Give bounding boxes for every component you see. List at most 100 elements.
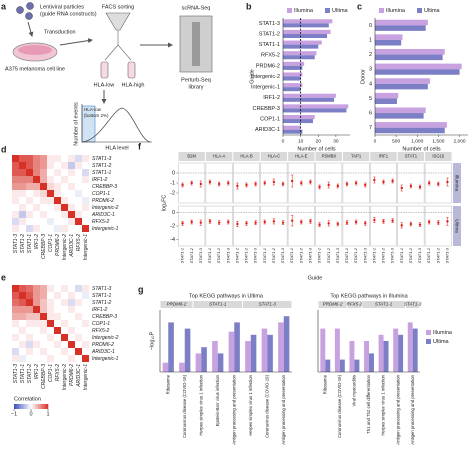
heatmap-cell [12,211,19,218]
y-tick-label: Intergenic-2 [251,74,280,80]
point [290,179,294,183]
heatmap-cell [75,285,82,292]
colorbar-step [25,404,28,409]
heatmap-cell [47,155,54,162]
heatmap-cell [68,169,75,176]
heatmap-cell [82,348,89,355]
heatmap-cell [61,299,68,306]
facet-strip [160,301,193,308]
tube [127,61,136,79]
heatmap-cell [26,197,33,204]
bar [364,341,369,372]
heatmap-cell [75,348,82,355]
point [327,183,330,187]
row-label: PRDM6-2 [92,198,114,204]
diagram-label: HLA-high [122,82,145,88]
bar [407,322,413,372]
colorbar-step [39,404,42,409]
gene-label: HLA-E [295,154,308,159]
heatmap-cell [68,313,75,320]
heatmap-cell [26,155,33,162]
legend-label: Ultima [332,8,349,14]
heatmap-cell [75,313,82,320]
heatmap-cell [54,348,61,355]
heatmap-cell [54,299,61,306]
y-tick-label: -1 [170,180,175,186]
bar [375,98,397,104]
colorbar-step [31,404,33,409]
bar [283,29,331,34]
point [208,180,212,184]
heatmap-cell [54,169,61,176]
category-label: Antigen processing and presentation [231,374,236,444]
bar [179,362,185,372]
axes [159,310,292,373]
gene-label: HLA-B [240,154,253,159]
bar [195,353,202,372]
point [409,222,413,226]
heatmap-cell [68,320,75,327]
heatmap-cell [61,292,68,299]
row-label: ARID3C-1 [91,212,115,218]
x-tick-label: STAT1-2 [298,247,303,263]
point [272,220,276,223]
heatmap-cell [68,162,75,169]
category-label: Coronavirus disease (COVID-19) [182,374,187,438]
category-label: Ribosome [165,374,170,394]
x-tick-label: STAT1-1 [426,248,431,263]
panel-label: d [1,144,7,154]
diagram-label: library [189,84,204,90]
heatmap-cell [19,190,26,197]
heatmap-cell [61,155,68,162]
legend-swatch [287,8,292,13]
point [327,222,330,225]
heatmap-cell [68,299,75,306]
heatmap-cell [33,306,40,313]
heatmap-cell [19,162,26,169]
heatmap-cell [26,299,33,306]
panel-label: e [1,272,6,282]
point [427,181,431,185]
x-tick-label: STAT1-3 [280,247,285,263]
x-tick-label: STAT1-1 [344,248,349,263]
heatmap-cell [82,285,89,292]
diagram-label: HLA-low [94,82,115,88]
heatmap-cell [68,292,75,299]
x-tick-label: 30 [333,138,339,144]
y-tick-label: STAT1-3 [259,21,280,27]
facet-label: STAT1-1 [209,302,227,307]
heatmap-cell [61,313,68,320]
colorbar-step [37,404,40,409]
heatmap-cell [47,313,54,320]
point [418,223,422,226]
heatmap-cell [75,190,82,197]
heatmap-cell [47,299,54,306]
heatmap-cell [54,306,61,313]
strip [342,152,370,161]
heatmap-cell [12,285,19,292]
column-label: STAT1-3 [13,364,19,383]
category-label: Coronavirus disease (COVID-19) [337,374,342,438]
heatmap-cell [12,355,19,362]
row-label: RFX5-2 [92,219,109,225]
heatmap-cell [12,299,19,306]
point [227,220,230,224]
bar [375,69,460,75]
heatmap-cell [19,355,26,362]
x-tick-label: STAT1-1 [180,248,185,263]
heatmap-cell [40,211,47,218]
heatmap-cell [47,348,54,355]
facet-panel [397,205,425,247]
axis-label: Number of events [73,102,79,146]
facet-strip [405,301,420,308]
column-label: STAT1-3 [13,234,19,253]
x-tick-label: 500 [392,138,400,144]
x-tick-label: STAT1-3 [225,247,230,263]
point [318,185,321,189]
colorbar-step [24,404,27,409]
heatmap-cell [40,190,47,197]
colorbar-step [44,404,47,409]
facet-panel [260,205,288,247]
facet-panel [287,205,315,247]
y-tick-label: 0 [172,170,175,176]
